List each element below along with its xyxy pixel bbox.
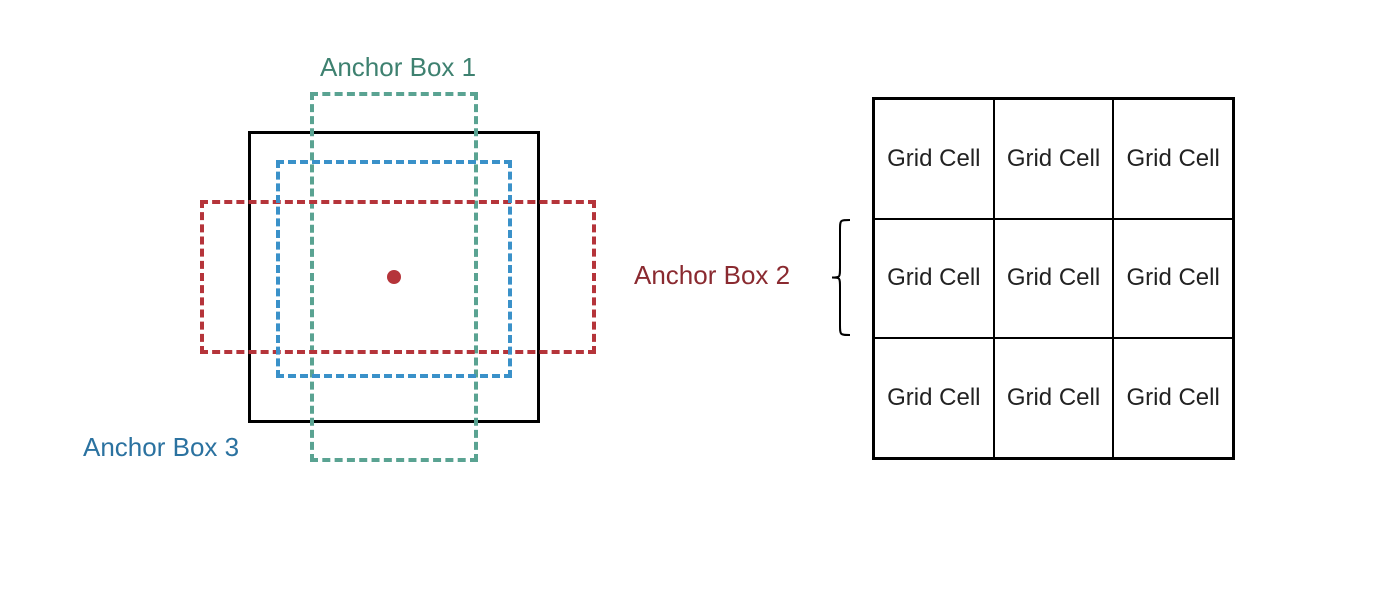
anchor-box-2-label: Anchor Box 2 <box>634 260 790 291</box>
grid-cell-label: Grid Cell <box>1126 264 1219 292</box>
grid-cell: Grid Cell <box>874 219 994 339</box>
grid-cell: Grid Cell <box>994 219 1114 339</box>
grid-cell: Grid Cell <box>874 338 994 458</box>
grid-cell-label: Grid Cell <box>1007 145 1100 173</box>
grid-cell: Grid Cell <box>994 99 1114 219</box>
anchor-box-3 <box>276 160 512 378</box>
grid-cell-label: Grid Cell <box>1007 384 1100 412</box>
grid-cell: Grid Cell <box>1113 338 1233 458</box>
anchor-box-1-label: Anchor Box 1 <box>320 52 476 83</box>
grid-cell-label: Grid Cell <box>887 384 980 412</box>
brace-path <box>832 220 850 335</box>
anchor-box-3-label: Anchor Box 3 <box>83 432 239 463</box>
grid-cell-label: Grid Cell <box>1126 145 1219 173</box>
grid-cell-label: Grid Cell <box>887 145 980 173</box>
grid-cell: Grid Cell <box>1113 219 1233 339</box>
grid-3x3: Grid Cell Grid Cell Grid Cell Grid Cell … <box>872 97 1235 460</box>
grid-cell: Grid Cell <box>874 99 994 219</box>
center-dot <box>387 270 401 284</box>
grid-cell-label: Grid Cell <box>887 264 980 292</box>
diagram-stage: Anchor Box 1 Anchor Box 2 Anchor Box 3 G… <box>0 0 1400 605</box>
grid-cell-label: Grid Cell <box>1007 264 1100 292</box>
grid-cell: Grid Cell <box>994 338 1114 458</box>
grid-cell-label: Grid Cell <box>1126 384 1219 412</box>
grid-cell: Grid Cell <box>1113 99 1233 219</box>
